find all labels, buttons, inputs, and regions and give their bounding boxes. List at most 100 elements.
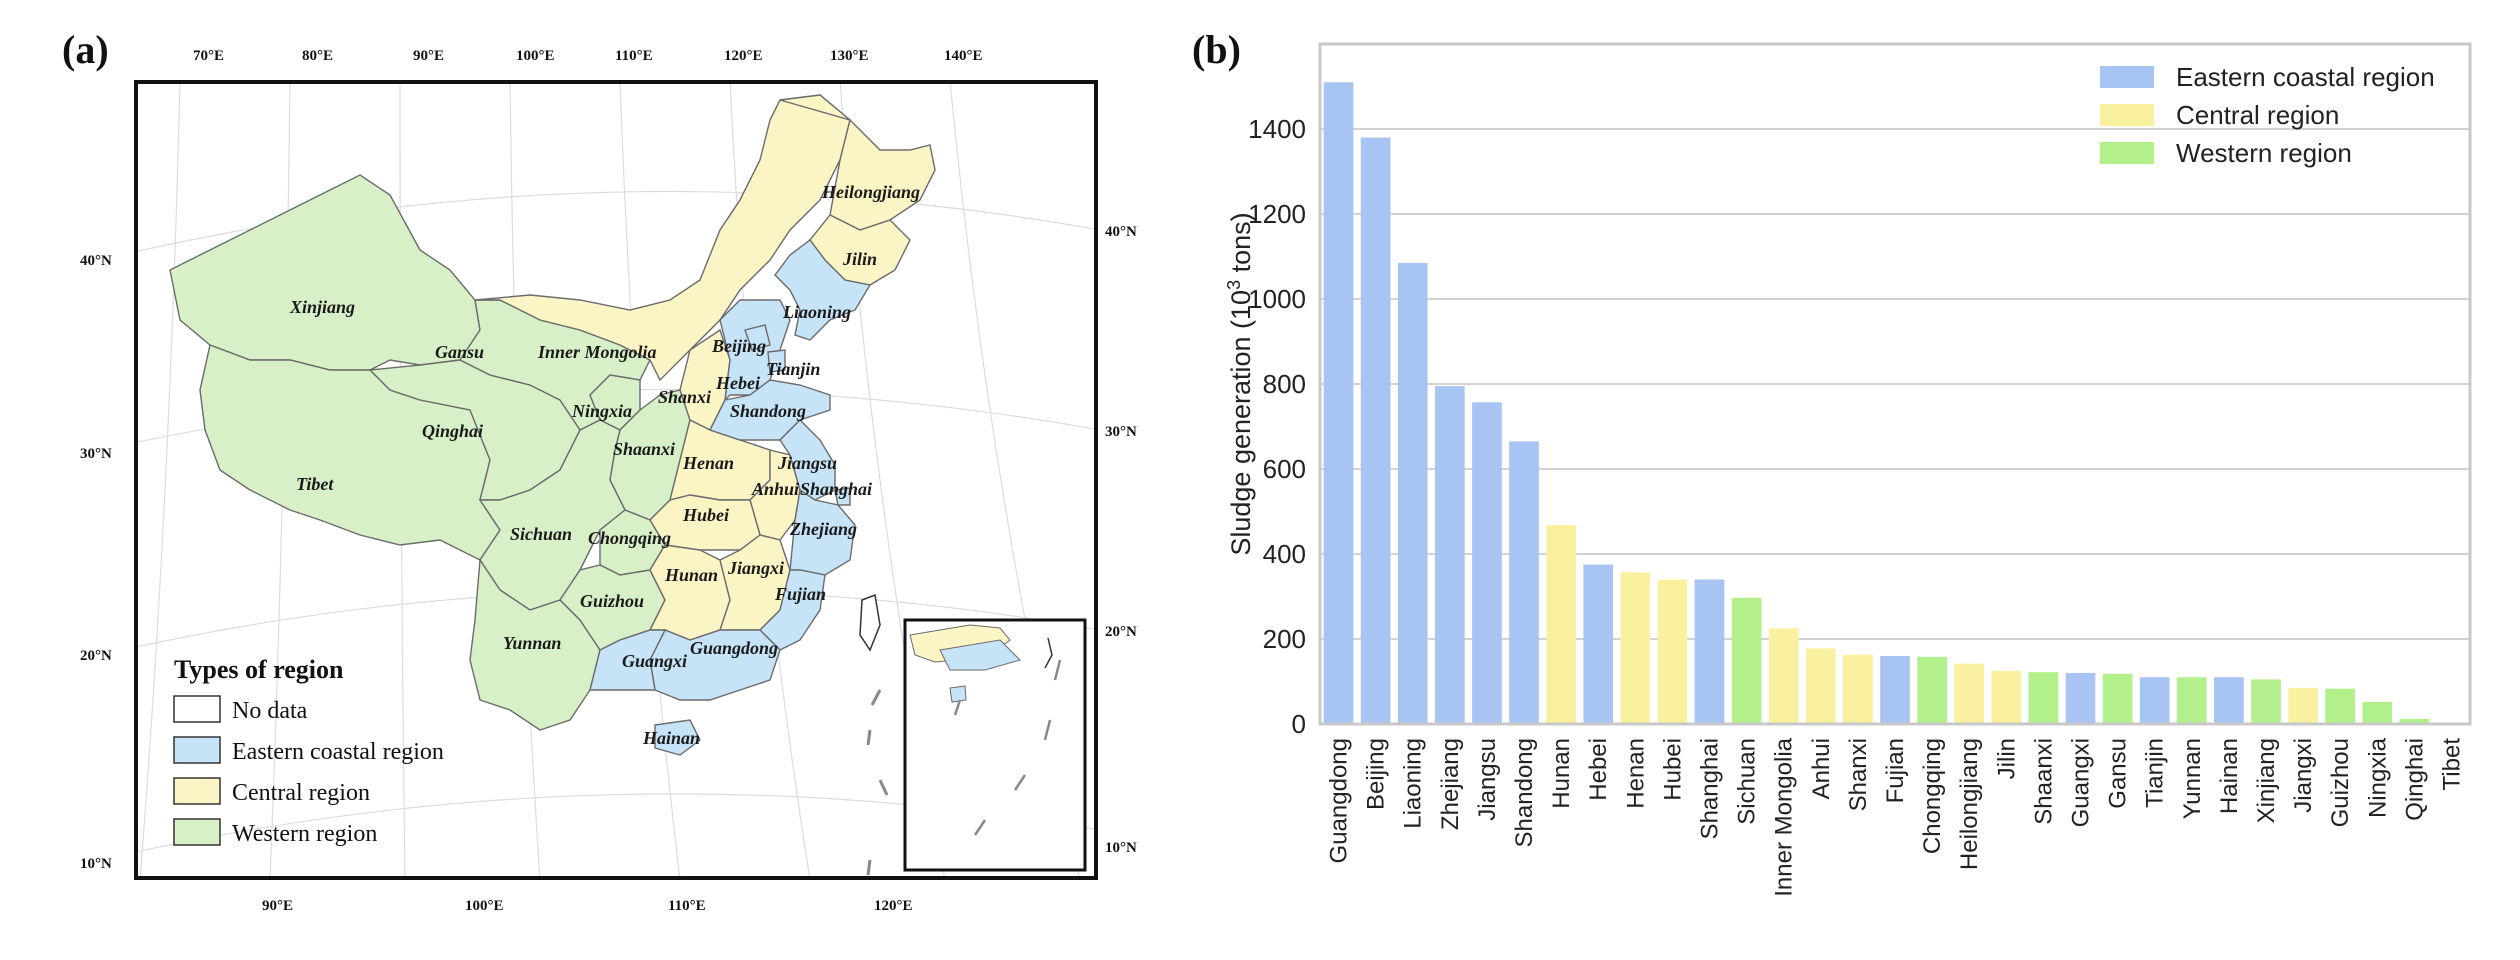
x-tick-label: Xinjiang [2253,738,2280,823]
bottom-lon-label: 90°E [262,898,293,914]
bar-chongqing [1917,656,1947,724]
bar-fujian [1880,656,1910,724]
top-lon-label: 90°E [413,48,444,64]
chart-legend-item: Western region [2100,138,2352,168]
china-region-map: Xinjiang Tibet Qinghai Gansu Inner Mongo… [80,48,1137,914]
panel-a-label: (a) [62,27,109,72]
bottom-lon-label: 110°E [668,898,706,914]
y-tick-label: 400 [1263,539,1306,569]
label-shaanxi: Shaanxi [613,439,675,459]
degree-labels: 70°E 80°E 90°E 100°E 110°E 120°E 130°E 1… [80,48,1137,914]
right-lat-label: 30°N [1105,424,1137,440]
label-inner-mongolia: Inner Mongolia [537,342,657,362]
map-legend-swatch-eastern [173,736,221,764]
bar-henan [1620,572,1651,724]
label-henan: Henan [682,453,734,473]
chart-legend-label: Eastern coastal region [2176,62,2435,92]
x-tick-label: Jilin [1993,738,2020,779]
label-hainan: Hainan [642,728,700,748]
bottom-lon-label: 100°E [465,898,504,914]
top-lon-label: 110°E [615,48,653,64]
south-sea-inset [903,618,1087,872]
province-shandong [709,379,831,441]
label-jiangxi: Jiangxi [727,558,784,578]
province-yunnan [469,557,601,731]
y-axis-ticks: 0 200 400 600 800 1000 1200 1400 [1248,114,1306,739]
x-tick-label: Guangdong [1326,738,1353,863]
x-tick-label: Shaanxi [2030,738,2057,825]
y-axis-label: Sludge generation (103 tons) [1224,212,1256,555]
label-zhejiang: Zhejiang [789,519,857,539]
bar-anhui [1805,648,1836,724]
top-lon-label: 70°E [193,48,224,64]
label-fujian: Fujian [774,584,826,604]
bar-beijing [1360,137,1391,724]
top-lon-label: 100°E [516,48,555,64]
eastern-region-area [589,239,872,756]
map-legend-title: Types of region [174,655,344,684]
label-jilin: Jilin [842,249,877,269]
label-ningxia: Ningxia [571,401,632,421]
x-tick-label: Anhui [1808,738,1835,799]
chart-legend-swatch [2100,66,2154,88]
bar-zhejiang [1435,386,1465,724]
bar-jilin [1991,670,2022,724]
x-tick-label: Liaoning [1400,738,1427,829]
province-xinjiang [169,174,481,371]
chart-legend: Eastern coastal region Central region West… [2100,62,2435,168]
x-tick-label: Chongqing [1919,738,1946,854]
bar-tianjin [2139,677,2170,724]
x-tick-label: Tibet [2438,738,2465,791]
x-tick-label: Hunan [1548,738,1575,809]
right-lat-label: 10°N [1105,840,1137,856]
label-hebei: Hebei [715,373,760,393]
y-tick-label: 200 [1263,624,1306,654]
map-legend-swatch-no-data [173,695,221,723]
y-tick-label: 1000 [1248,284,1306,314]
central-region-area [474,94,936,641]
chart-legend-swatch [2100,104,2154,126]
map-legend-item: Eastern coastal region [173,736,444,765]
x-tick-label: Guangxi [2067,738,2094,827]
chart-legend-item: Eastern coastal region [2100,62,2435,92]
x-tick-label: Jiangsu [1474,738,1501,821]
province-fujian [759,569,826,651]
y-tick-label: 1400 [1248,114,1306,144]
label-yunnan: Yunnan [503,633,561,653]
map-legend-label: Central region [232,780,370,806]
bar-guangxi [2065,673,2096,724]
map-legend-item: No data [173,695,308,724]
chart-bars [1323,82,2467,724]
x-tick-label: Beijing [1363,738,1390,810]
map-legend-swatch-central [173,777,221,805]
label-qinghai: Qinghai [422,421,483,441]
bar-hebei [1583,564,1614,724]
label-guangxi: Guangxi [622,651,687,671]
x-tick-label: Heilongjiang [1956,738,1983,870]
bar-shanghai [1694,579,1725,724]
x-tick-label: Hubei [1659,738,1686,801]
map-legend-label: No data [232,698,308,724]
bar-heilongjiang [1954,663,1985,724]
bar-jiangsu [1472,402,1502,724]
bar-sichuan [1731,597,1762,724]
x-tick-label: Hainan [2216,738,2243,814]
map-legend-label: Western region [232,821,377,847]
label-shanxi: Shanxi [658,387,711,407]
bar-liaoning [1397,262,1428,724]
bar-shanxi [1843,654,1873,724]
x-tick-label: Hebei [1585,738,1612,801]
left-lat-label: 20°N [80,648,112,664]
left-lat-label: 30°N [80,446,112,462]
x-tick-label: Henan [1622,738,1649,809]
x-tick-label: Gansu [2105,738,2132,809]
taiwan-outline [859,593,881,652]
x-tick-label: Shandong [1511,738,1538,847]
province-labels: Xinjiang Tibet Qinghai Gansu Inner Mongo… [289,182,920,748]
bar-ningxia [2362,701,2393,724]
bar-shaanxi [2028,672,2059,724]
label-guangdong: Guangdong [690,638,778,658]
x-tick-label: Guizhou [2327,738,2354,827]
y-tick-label: 0 [1292,709,1306,739]
